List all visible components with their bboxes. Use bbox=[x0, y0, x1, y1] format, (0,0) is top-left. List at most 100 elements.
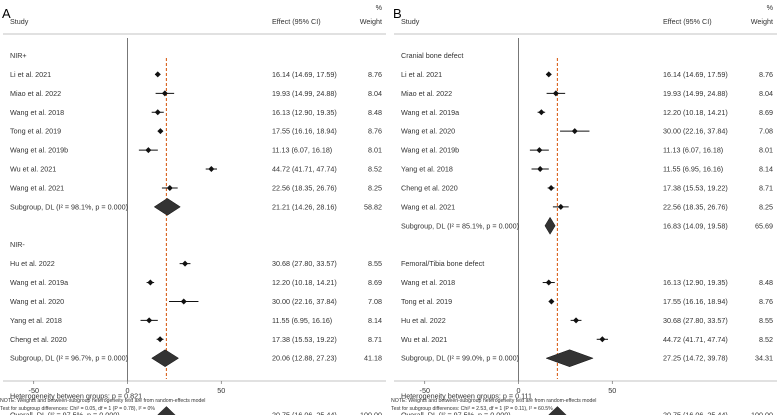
point-estimate-marker bbox=[536, 147, 543, 154]
header-weight-percent: % bbox=[376, 3, 383, 12]
heterogeneity-text: Heterogeneity between groups: p = 0.111 bbox=[401, 392, 532, 401]
weight-text: 8.76 bbox=[368, 127, 382, 136]
effect-ci-text: 22.56 (18.35, 26.76) bbox=[272, 183, 337, 192]
point-estimate-marker bbox=[182, 260, 189, 267]
point-estimate-marker bbox=[548, 298, 555, 305]
point-estimate-marker bbox=[599, 336, 606, 343]
effect-ci-text: 19.93 (14.99, 24.88) bbox=[663, 89, 728, 98]
point-estimate-marker bbox=[571, 128, 578, 135]
subgroup-diamond bbox=[545, 349, 594, 367]
effect-ci-text: 11.13 (6.07, 16.18) bbox=[272, 146, 332, 155]
point-estimate-marker bbox=[545, 279, 552, 286]
weight-text: 8.55 bbox=[368, 259, 382, 268]
effect-ci-text: 12.20 (10.18, 14.21) bbox=[663, 108, 728, 117]
effect-ci-text: 30.68 (27.80, 33.57) bbox=[272, 259, 337, 268]
point-estimate-marker bbox=[154, 109, 161, 116]
weight-text: 65.69 bbox=[755, 221, 773, 230]
weight-text: 7.08 bbox=[368, 297, 382, 306]
point-estimate-marker bbox=[154, 71, 161, 78]
effect-ci-text: 11.13 (6.07, 16.18) bbox=[663, 146, 723, 155]
point-estimate-marker bbox=[552, 90, 559, 97]
subgroup-label: Subgroup, DL (I² = 96.7%, p = 0.000) bbox=[10, 354, 128, 363]
study-label: Tong et al. 2019 bbox=[10, 127, 61, 136]
weight-text: 8.14 bbox=[759, 165, 773, 174]
weight-text: 8.71 bbox=[759, 183, 773, 192]
study-label: Li et al. 2021 bbox=[10, 70, 51, 79]
heterogeneity-text: Heterogeneity between groups: p = 0.821 bbox=[10, 392, 142, 401]
weight-text: 100.00 bbox=[751, 410, 773, 415]
point-estimate-marker bbox=[208, 166, 215, 173]
weight-text: 8.55 bbox=[759, 316, 773, 325]
subgroup-diamond bbox=[544, 216, 556, 235]
overall-diamond bbox=[157, 406, 176, 415]
weight-text: 8.25 bbox=[368, 183, 382, 192]
study-label: Wang et al. 2020 bbox=[10, 297, 64, 306]
x-tick-label: 0 bbox=[517, 386, 521, 395]
point-estimate-marker bbox=[157, 128, 164, 135]
study-label: Wang et al. 2021 bbox=[401, 202, 455, 211]
point-estimate-marker bbox=[180, 298, 187, 305]
x-tick-label: -50 bbox=[29, 386, 39, 395]
header-study: Study bbox=[401, 17, 420, 26]
weight-text: 8.25 bbox=[759, 202, 773, 211]
footnote-subgroup-test: Test for subgroup differences: Chi² = 0.… bbox=[0, 406, 155, 412]
effect-ci-text: 44.72 (41.71, 47.74) bbox=[272, 165, 337, 174]
point-estimate-marker bbox=[157, 336, 164, 343]
effect-ci-text: 17.38 (15.53, 19.22) bbox=[272, 335, 337, 344]
weight-text: 7.08 bbox=[759, 127, 773, 136]
forest-plot-panel-a: A Study Effect (95% CI)% Weight -50 0 50 NIR+ Li… bbox=[0, 3, 386, 415]
weight-text: 8.69 bbox=[368, 278, 382, 287]
x-tick-label: 50 bbox=[217, 386, 225, 395]
study-label: Hu et al. 2022 bbox=[10, 259, 55, 268]
point-estimate-marker bbox=[537, 166, 544, 173]
study-label: Yang et al. 2018 bbox=[401, 165, 453, 174]
weight-text: 8.71 bbox=[368, 335, 382, 344]
weight-text: 8.48 bbox=[368, 108, 382, 117]
forest-plot-panel-b: B Study Effect (95% CI)% Weight -50 0 50 Crania… bbox=[391, 0, 782, 415]
effect-ci-text: 19.93 (14.99, 24.88) bbox=[272, 89, 337, 98]
point-estimate-marker bbox=[161, 90, 168, 97]
point-estimate-marker bbox=[538, 109, 545, 116]
overall-label: Overall, DL (I² = 97.5%, p = 0.000) bbox=[10, 410, 120, 415]
effect-ci-text: 21.21 (14.26, 28.16) bbox=[272, 202, 337, 211]
effect-ci-text: 44.72 (41.71, 47.74) bbox=[663, 335, 728, 344]
effect-ci-text: 12.20 (10.18, 14.21) bbox=[272, 278, 337, 287]
study-label: Miao et al. 2022 bbox=[401, 89, 452, 98]
study-label: Hu et al. 2022 bbox=[401, 316, 446, 325]
study-label: Wang et al. 2018 bbox=[401, 278, 455, 287]
point-estimate-marker bbox=[573, 317, 580, 324]
panel-label: B bbox=[393, 6, 402, 21]
header-weight: Weight bbox=[360, 17, 382, 26]
study-label: Wang et al. 2019b bbox=[10, 146, 68, 155]
effect-ci-text: 16.14 (14.69, 17.59) bbox=[663, 70, 728, 79]
header-study: Study bbox=[10, 17, 29, 26]
effect-ci-text: 11.55 (6.95, 16.16) bbox=[663, 165, 723, 174]
point-estimate-marker bbox=[146, 317, 153, 324]
weight-text: 8.69 bbox=[759, 108, 773, 117]
effect-ci-text: 16.14 (14.69, 17.59) bbox=[272, 70, 337, 79]
study-label: Wang et al. 2019a bbox=[401, 108, 459, 117]
subgroup-heading: NIR- bbox=[10, 240, 25, 249]
subgroup-heading: Femoral/Tibia bone defect bbox=[401, 259, 484, 268]
weight-text: 34.31 bbox=[755, 354, 773, 363]
study-label: Wang et al. 2020 bbox=[401, 127, 455, 136]
header-effect: Effect (95% CI) bbox=[663, 17, 712, 26]
effect-ci-text: 27.25 (14.72, 39.78) bbox=[663, 354, 728, 363]
subgroup-diamond bbox=[153, 198, 181, 216]
weight-text: 8.76 bbox=[759, 70, 773, 79]
overall-label: Overall, DL (I² = 97.5%, p = 0.000) bbox=[401, 410, 511, 415]
study-label: Li et al. 2021 bbox=[401, 70, 442, 79]
subgroup-heading: NIR+ bbox=[10, 51, 27, 60]
study-label: Tong et al. 2019 bbox=[401, 297, 452, 306]
weight-text: 41.18 bbox=[364, 354, 382, 363]
subgroup-label: Subgroup, DL (I² = 99.0%, p = 0.000) bbox=[401, 354, 519, 363]
study-label: Yang et al. 2018 bbox=[10, 316, 62, 325]
weight-text: 8.04 bbox=[368, 89, 382, 98]
footnote-weights: NOTE: Weights and between-subgroup heter… bbox=[0, 398, 206, 404]
weight-text: 100.00 bbox=[360, 410, 382, 415]
study-label: Cheng et al. 2020 bbox=[10, 335, 67, 344]
point-estimate-marker bbox=[545, 71, 552, 78]
subgroup-diamond bbox=[151, 349, 180, 368]
weight-text: 8.04 bbox=[759, 89, 773, 98]
